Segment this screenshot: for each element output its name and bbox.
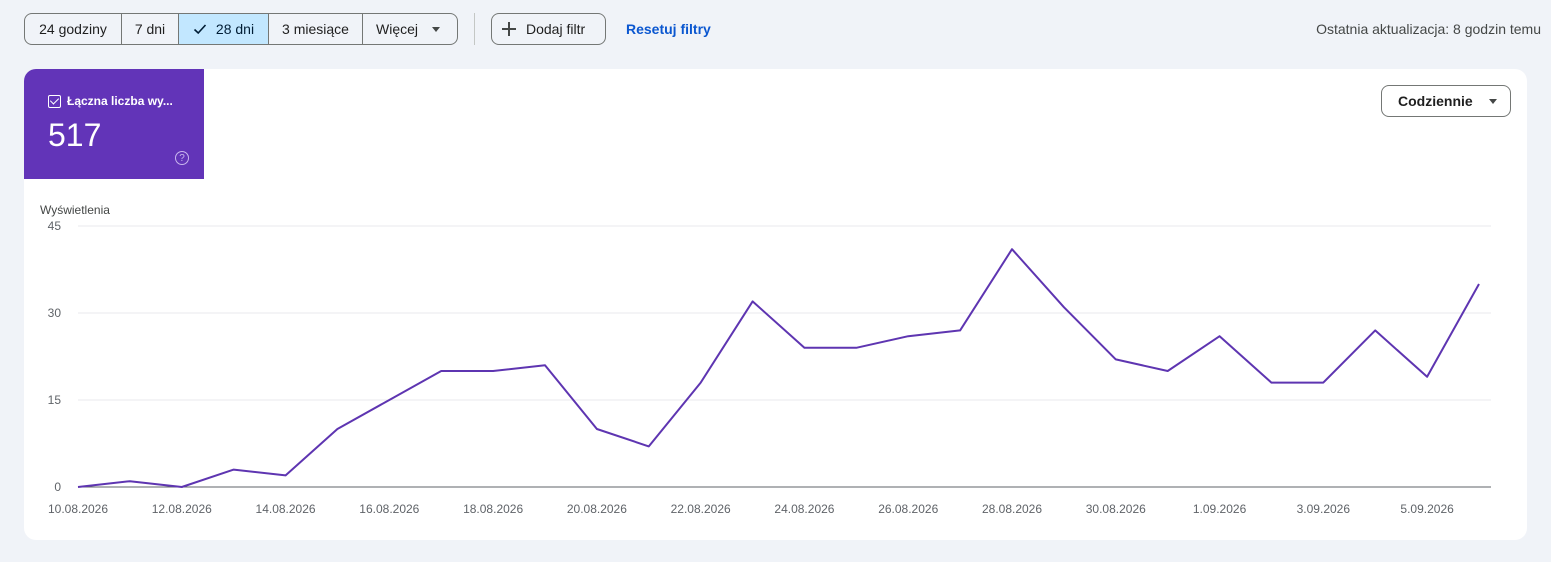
- performance-card: Wyświetlenia 0 15 30 45 10.08.2026 12.08.2026 1…: [24, 69, 1527, 540]
- x-tick-label: 3.09.2026: [1297, 502, 1351, 516]
- x-tick-label: 16.08.2026: [359, 502, 419, 516]
- x-tick-label: 24.08.2026: [774, 502, 834, 516]
- granularity-label: Codziennie: [1398, 93, 1473, 109]
- granularity-dropdown[interactable]: Codziennie: [1381, 85, 1511, 117]
- metric-value: 517: [48, 117, 102, 153]
- x-tick-label: 12.08.2026: [152, 502, 212, 516]
- metric-header: Łączna liczba wy...: [48, 94, 173, 108]
- add-filter-label: Dodaj filtr: [526, 21, 586, 37]
- range-3m-button[interactable]: 3 miesiące: [269, 14, 363, 44]
- y-tick-label: 15: [48, 393, 62, 407]
- y-tick-label: 0: [54, 480, 61, 494]
- x-tick-label: 20.08.2026: [567, 502, 627, 516]
- x-tick-label: 14.08.2026: [256, 502, 316, 516]
- caret-down-icon: [432, 26, 441, 32]
- last-update-text: Ostatnia aktualizacja: 8 godzin temu: [1316, 21, 1541, 37]
- date-range-selector: 24 godziny 7 dni 28 dni 3 miesiące Więce…: [24, 13, 458, 45]
- plus-icon: [502, 22, 516, 36]
- range-label: Więcej: [376, 21, 419, 37]
- metric-card-impressions[interactable]: Łączna liczba wy... 517 ?: [24, 69, 204, 179]
- x-tick-label: 5.09.2026: [1400, 502, 1454, 516]
- range-7d-button[interactable]: 7 dni: [122, 14, 179, 44]
- range-24h-button[interactable]: 24 godziny: [25, 14, 122, 44]
- metric-label: Łączna liczba wy...: [67, 94, 173, 108]
- range-label: 7 dni: [134, 21, 166, 37]
- y-tick-label: 30: [48, 306, 62, 320]
- y-tick-label: 45: [48, 219, 62, 233]
- x-tick-label: 26.08.2026: [878, 502, 938, 516]
- x-tick-label: 18.08.2026: [463, 502, 523, 516]
- range-label: 28 dni: [215, 21, 255, 37]
- x-tick-label: 1.09.2026: [1193, 502, 1247, 516]
- series-line: [77, 248, 1480, 488]
- reset-filters-link[interactable]: Resetuj filtry: [626, 21, 711, 37]
- add-filter-button[interactable]: Dodaj filtr: [491, 13, 606, 45]
- x-tick-label: 10.08.2026: [48, 502, 108, 516]
- check-icon: [193, 24, 207, 35]
- toolbar: 24 godziny 7 dni 28 dni 3 miesiące Więce…: [24, 13, 711, 45]
- help-icon[interactable]: ?: [175, 151, 189, 165]
- range-label: 3 miesiące: [282, 21, 349, 37]
- range-28d-button[interactable]: 28 dni: [179, 14, 269, 44]
- line-chart: Wyświetlenia 0 15 30 45 10.08.2026 12.08.2026 1…: [40, 203, 1491, 516]
- y-axis-title: Wyświetlenia: [40, 203, 110, 217]
- checkbox-checked-icon: [48, 94, 61, 108]
- x-tick-label: 30.08.2026: [1086, 502, 1146, 516]
- range-more-button[interactable]: Więcej: [363, 14, 457, 44]
- x-tick-label: 22.08.2026: [671, 502, 731, 516]
- x-tick-label: 28.08.2026: [982, 502, 1042, 516]
- range-label: 24 godziny: [39, 21, 107, 37]
- toolbar-divider: [474, 13, 475, 45]
- caret-down-icon: [1488, 98, 1497, 104]
